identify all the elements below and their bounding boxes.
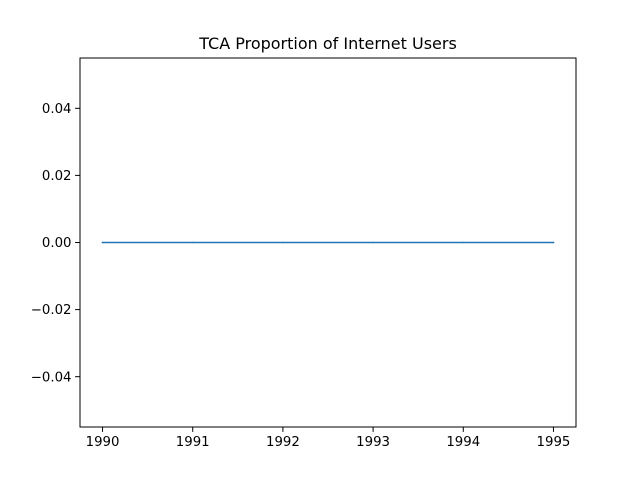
y-tick-label: 0.02 bbox=[42, 169, 72, 184]
x-axis: 1990 1991 1992 1993 1994 1995 bbox=[86, 427, 571, 450]
x-tick-label: 1992 bbox=[266, 435, 300, 450]
data-point bbox=[372, 241, 374, 244]
y-tick-label: 0.04 bbox=[42, 102, 72, 117]
x-tick-label: 1991 bbox=[176, 435, 210, 450]
y-tick-label: −0.04 bbox=[31, 370, 72, 385]
y-tick-label: −0.02 bbox=[31, 303, 72, 318]
data-point bbox=[282, 241, 284, 244]
data-point bbox=[191, 241, 194, 244]
series-layer bbox=[101, 241, 555, 244]
y-axis: −0.04 −0.02 0.00 0.02 0.04 bbox=[31, 102, 80, 385]
data-point bbox=[462, 241, 465, 244]
x-tick-label: 1993 bbox=[356, 435, 390, 450]
x-tick-label: 1995 bbox=[537, 435, 571, 450]
plot-area-frame bbox=[79, 57, 577, 428]
x-tick-label: 1994 bbox=[446, 435, 480, 450]
data-point bbox=[552, 241, 555, 244]
data-point bbox=[101, 241, 104, 244]
y-tick-label: 0.00 bbox=[42, 236, 72, 251]
x-tick-label: 1990 bbox=[86, 435, 120, 450]
chart-title: TCA Proportion of Internet Users bbox=[198, 34, 457, 53]
